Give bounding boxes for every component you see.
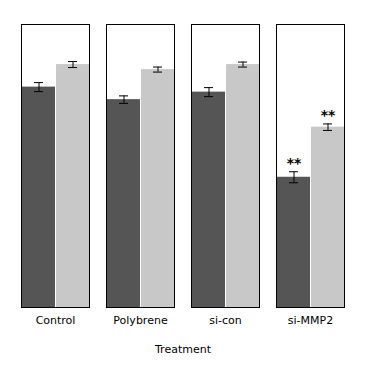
svg-text:**: ** (321, 107, 336, 123)
svg-text:Polybrene: Polybrene (113, 314, 168, 327)
svg-text:si-con: si-con (209, 314, 242, 327)
svg-text:si-MMP2: si-MMP2 (288, 314, 333, 327)
svg-text:Control: Control (36, 314, 76, 327)
svg-text:Treatment: Treatment (154, 343, 212, 356)
svg-text:**: ** (287, 155, 302, 171)
